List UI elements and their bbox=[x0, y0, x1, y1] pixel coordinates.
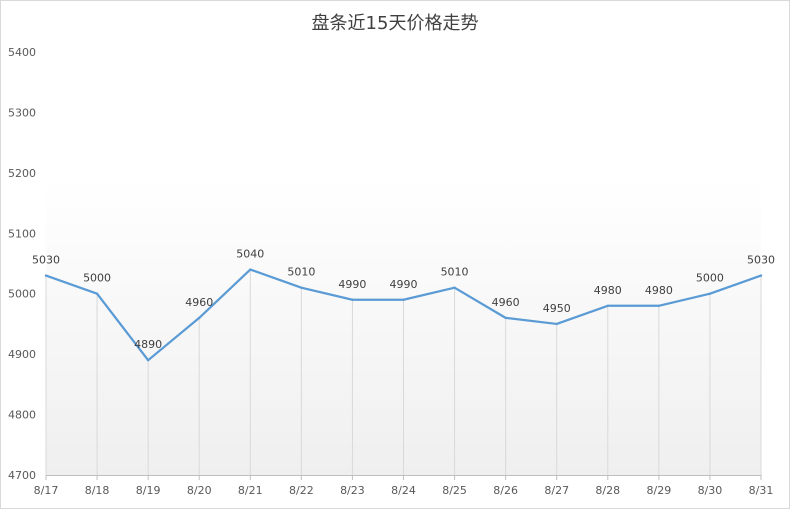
data-point bbox=[198, 316, 201, 320]
x-tick-label: 8/18 bbox=[85, 484, 110, 497]
data-point bbox=[606, 304, 609, 307]
data-label: 5040 bbox=[236, 248, 264, 261]
y-tick-label: 4700 bbox=[8, 469, 36, 482]
data-label: 5030 bbox=[747, 254, 775, 267]
x-tick-label: 8/27 bbox=[544, 484, 569, 497]
x-tick-label: 8/29 bbox=[647, 484, 672, 497]
x-tick-label: 8/24 bbox=[391, 484, 416, 497]
data-label: 5000 bbox=[696, 272, 724, 285]
data-point bbox=[249, 268, 252, 271]
data-point bbox=[95, 292, 99, 295]
data-label: 5000 bbox=[83, 272, 111, 285]
data-label: 5030 bbox=[32, 254, 60, 267]
data-label: 4980 bbox=[594, 284, 622, 297]
y-tick-label: 5100 bbox=[8, 227, 36, 240]
data-label: 4990 bbox=[338, 278, 366, 291]
x-tick-label: 8/21 bbox=[238, 484, 263, 497]
data-label: 4990 bbox=[390, 278, 418, 291]
data-label: 5010 bbox=[287, 266, 315, 279]
y-tick-label: 5000 bbox=[8, 288, 36, 301]
data-point bbox=[300, 286, 303, 289]
x-tick-label: 8/20 bbox=[187, 484, 212, 497]
y-axis: 4700 4800 4900 5000 5100 5200 5300 5400 bbox=[8, 46, 36, 482]
x-axis: 8/17 8/18 8/19 8/20 8/21 8/22 8/23 8/24 8/25 8/26… bbox=[34, 475, 774, 497]
x-tick-label: 8/31 bbox=[749, 484, 774, 497]
chart-title: 盘条近15天价格走势 bbox=[312, 13, 479, 34]
x-tick-label: 8/26 bbox=[493, 484, 518, 497]
data-label: 4960 bbox=[185, 296, 213, 309]
data-point bbox=[708, 292, 712, 295]
data-point bbox=[657, 304, 661, 307]
data-point bbox=[504, 316, 507, 320]
y-tick-label: 4800 bbox=[8, 409, 36, 422]
data-point bbox=[453, 286, 456, 289]
data-point bbox=[555, 322, 558, 326]
x-tick-label: 8/28 bbox=[595, 484, 620, 497]
x-tick-label: 8/17 bbox=[34, 484, 59, 497]
data-label: 4980 bbox=[645, 284, 673, 297]
data-point bbox=[759, 274, 763, 277]
data-label: 4950 bbox=[543, 302, 571, 315]
y-tick-label: 4900 bbox=[8, 348, 36, 361]
data-label: 5010 bbox=[441, 266, 469, 279]
data-label: 4890 bbox=[134, 338, 162, 351]
data-labels: 5030 5000 4890 4960 5040 5010 4990 4990 5010 4960… bbox=[32, 248, 775, 352]
data-label: 4960 bbox=[492, 296, 520, 309]
x-tick-label: 8/23 bbox=[340, 484, 365, 497]
y-tick-label: 5300 bbox=[8, 106, 36, 119]
x-tick-label: 8/30 bbox=[698, 484, 723, 497]
data-point bbox=[44, 274, 48, 277]
series bbox=[44, 268, 763, 362]
data-point bbox=[146, 358, 150, 362]
x-tick-label: 8/22 bbox=[289, 484, 314, 497]
y-tick-label: 5400 bbox=[8, 46, 36, 59]
x-tick-label: 8/25 bbox=[442, 484, 467, 497]
x-tick-label: 8/19 bbox=[136, 484, 161, 497]
drop-lines bbox=[45, 269, 762, 475]
y-tick-label: 5200 bbox=[8, 167, 36, 180]
data-point bbox=[402, 298, 405, 301]
data-point bbox=[351, 298, 354, 301]
